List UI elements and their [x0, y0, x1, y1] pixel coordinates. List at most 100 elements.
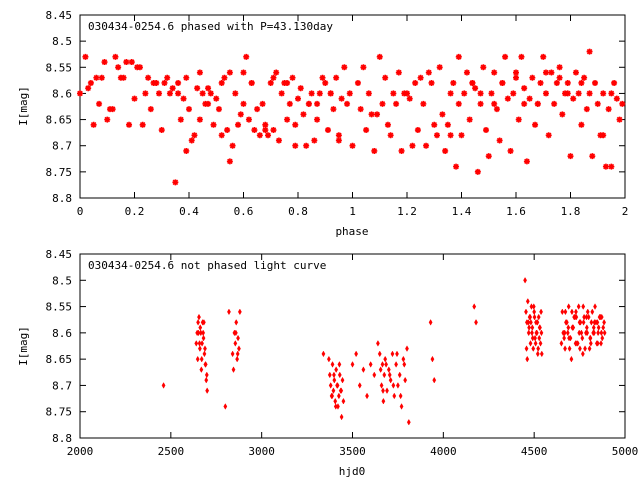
data-point: [590, 308, 595, 316]
x-axis-label: phase: [335, 225, 368, 238]
y-axis-label: I[mag]: [17, 326, 30, 366]
data-point: [200, 340, 204, 347]
data-point: [337, 361, 342, 368]
data-point: [326, 355, 331, 363]
data-point: [474, 319, 478, 326]
data-point: [480, 64, 487, 71]
data-point: [240, 100, 247, 107]
data-point: [376, 340, 380, 347]
data-point: [414, 127, 421, 134]
data-point: [123, 59, 130, 66]
data-point: [180, 95, 187, 102]
x-tick-label: 3500: [339, 445, 366, 458]
data-point: [357, 106, 364, 113]
data-point: [183, 74, 190, 81]
data-point: [169, 85, 176, 92]
data-point: [387, 371, 392, 379]
data-point: [592, 319, 597, 326]
data-point: [583, 106, 590, 113]
data-point: [539, 350, 544, 358]
unphased-light-curve-panel: 030434-0254.6 not phased light curve hjd…: [17, 248, 638, 478]
data-point: [377, 350, 382, 358]
y-ticks: 8.45 8.5 8.55 8.6 8.65 8.7 8.75 8.8: [46, 248, 625, 445]
data-point: [204, 376, 209, 384]
data-point: [536, 345, 541, 352]
data-point: [338, 95, 345, 102]
data-point: [567, 345, 572, 352]
data-point: [499, 79, 506, 86]
data-point: [608, 90, 615, 97]
data-point: [330, 361, 335, 368]
data-point: [461, 90, 468, 97]
data-point: [432, 376, 437, 384]
data-points: [161, 276, 607, 426]
x-tick-label: 1: [349, 205, 356, 218]
data-point: [339, 387, 344, 394]
data-point: [335, 132, 342, 139]
data-point: [504, 95, 511, 102]
data-point: [458, 132, 465, 139]
data-point: [391, 382, 396, 389]
data-point: [101, 59, 108, 66]
data-point: [354, 79, 361, 86]
y-tick-label: 8.65: [46, 353, 73, 366]
data-point: [594, 340, 599, 347]
data-point: [365, 90, 372, 97]
data-point: [450, 79, 457, 86]
data-point: [455, 53, 462, 60]
data-point: [530, 324, 535, 331]
data-point: [390, 90, 397, 97]
data-point: [332, 376, 337, 384]
data-point: [588, 334, 593, 342]
data-point: [496, 137, 503, 144]
chart-title: 030434-0254.6 phased with P=43.130day: [88, 20, 333, 33]
y-tick-label: 8.75: [46, 406, 73, 419]
data-point: [532, 313, 537, 321]
data-point: [334, 366, 339, 373]
data-point: [477, 100, 484, 107]
data-point: [526, 329, 531, 337]
data-point: [273, 69, 280, 76]
data-point: [533, 340, 538, 347]
data-point: [233, 329, 238, 337]
data-point: [321, 350, 326, 358]
data-point: [237, 111, 244, 118]
data-point: [205, 387, 210, 394]
data-point: [177, 116, 184, 123]
data-point: [581, 319, 586, 326]
y-tick-label: 8.8: [52, 432, 72, 445]
x-tick-label: 4000: [430, 445, 457, 458]
data-point: [586, 48, 593, 55]
data-point: [233, 340, 238, 347]
x-tick-label: 1.4: [452, 205, 472, 218]
data-point: [528, 313, 533, 321]
data-point: [275, 137, 282, 144]
data-point: [477, 90, 484, 97]
data-point: [194, 85, 201, 92]
data-point: [602, 163, 609, 170]
data-point: [485, 153, 492, 160]
data-point: [596, 324, 601, 331]
data-point: [201, 329, 206, 337]
data-point: [423, 142, 430, 149]
data-point: [248, 79, 255, 86]
data-point: [417, 74, 424, 81]
data-point: [574, 308, 578, 316]
data-point: [166, 90, 173, 97]
data-point: [428, 79, 435, 86]
data-point: [507, 147, 514, 154]
data-point: [436, 64, 443, 71]
data-point: [195, 355, 200, 363]
data-point: [330, 392, 335, 400]
data-point: [578, 79, 585, 86]
data-point: [564, 90, 571, 97]
data-point: [314, 100, 321, 107]
data-point: [488, 90, 495, 97]
x-tick-label: 1.2: [397, 205, 417, 218]
data-point: [428, 319, 433, 326]
data-point: [611, 79, 618, 86]
data-point: [513, 69, 519, 76]
data-point: [472, 85, 479, 92]
data-point: [363, 127, 370, 134]
